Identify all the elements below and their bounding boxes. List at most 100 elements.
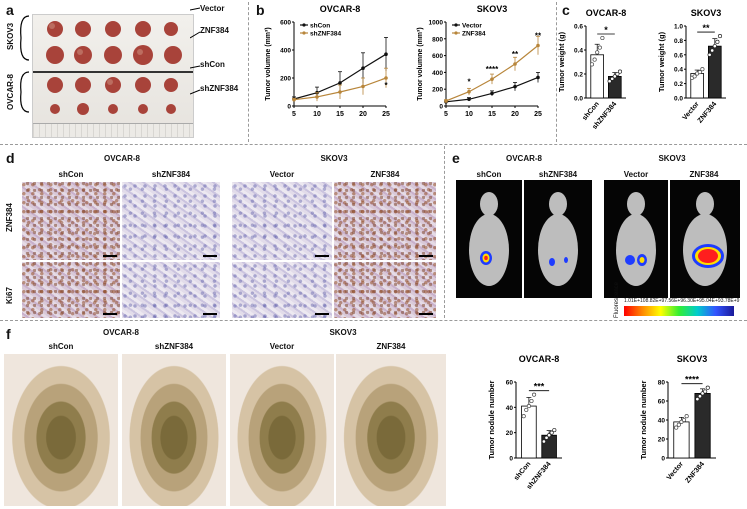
ihc-row-ki67: Ki67 (5, 287, 14, 304)
data-point (692, 74, 697, 79)
y-tick-label: 1.0 (674, 24, 683, 31)
ihc-col-znf384: ZNF384 (370, 170, 400, 179)
data-point (549, 430, 554, 435)
legend-marker (302, 31, 306, 35)
colorbar (624, 306, 734, 316)
y-tick-label: 0.6 (674, 52, 683, 59)
y-tick-label: 0.2 (674, 81, 683, 88)
data-point (612, 74, 617, 79)
chart-title: OVCAR-8 (320, 4, 361, 14)
data-point (536, 75, 540, 80)
x-tick-label: 15 (488, 111, 496, 118)
y-tick-label: 0.4 (574, 48, 583, 55)
ivis-title-skov3: SKOV3 (658, 154, 686, 163)
significance-mark: **** (685, 375, 700, 385)
x-tick-label: 15 (336, 111, 344, 118)
y-tick-label: 1000 (429, 20, 444, 27)
panel-f-label: f (6, 326, 11, 342)
anat-title-ovcar8: OVCAR-8 (102, 328, 139, 337)
data-point (292, 97, 296, 102)
panel-a-label: a (6, 2, 14, 18)
chart-title: SKOV3 (677, 354, 708, 364)
x-tick-label: ZNF384 (697, 101, 719, 125)
significance-mark: * (604, 25, 608, 35)
y-tick-label: 400 (280, 48, 291, 55)
ihc-col-shznf384: shZNF384 (151, 170, 191, 179)
data-point (674, 425, 679, 430)
group-label-skov3: SKOV3 (6, 22, 15, 50)
bar (694, 393, 711, 459)
ruler (33, 123, 193, 137)
ivis-col-shcon: shCon (476, 170, 502, 179)
ihc-col-vector: Vector (269, 170, 295, 179)
significance-mark: * (384, 81, 388, 90)
ihc-image (22, 182, 120, 260)
colorbar-tick: 1.01E+10 (624, 298, 646, 304)
data-point (710, 48, 715, 53)
significance-mark: ** (702, 23, 710, 33)
anat-col-vector: Vector (269, 342, 295, 351)
ihc-col-shcon: shCon (58, 170, 84, 179)
data-point (697, 394, 703, 399)
scale-bar (103, 313, 117, 315)
y-tick-label: 800 (432, 36, 443, 43)
x-tick-label: shCon (513, 461, 532, 482)
data-point (615, 71, 620, 77)
ivis-col-shznf384: shZNF384 (538, 170, 578, 179)
scale-bar (103, 255, 117, 257)
data-point (384, 52, 388, 56)
data-point (529, 398, 534, 404)
y-axis-label: Tumor nodule number (639, 380, 648, 459)
x-tick-label: ZNF384 (684, 461, 706, 485)
data-point (592, 57, 597, 62)
y-tick-label: 200 (432, 87, 443, 94)
y-axis-label: Tumor volumne (mm³) (265, 27, 272, 100)
legend-label: Vector (462, 23, 482, 30)
colorbar-tick: 3.78E+9 (720, 298, 740, 304)
x-tick-label: 20 (359, 111, 367, 118)
data-point (467, 89, 471, 94)
y-tick-label: 0 (439, 104, 443, 111)
data-point (490, 91, 494, 96)
y-tick-label: 20 (506, 430, 514, 437)
colorbar-tick: 7.56E+9 (664, 298, 684, 304)
tumor-grid (46, 21, 182, 115)
ihc-image (334, 262, 436, 318)
data-point (544, 435, 549, 440)
data-point (547, 433, 552, 438)
y-tick-label: 600 (432, 53, 443, 60)
panel-d-label: d (6, 150, 15, 166)
group-label-ovcar8: OVCAR-8 (6, 73, 15, 110)
data-point (361, 66, 365, 70)
data-point (532, 392, 537, 397)
x-tick-label: 25 (382, 111, 390, 118)
ihc-title-ovcar8: OVCAR-8 (103, 154, 140, 163)
data-point (676, 422, 681, 427)
data-point (697, 70, 702, 75)
y-tick-label: 40 (658, 418, 666, 425)
data-point (700, 67, 705, 72)
data-point (526, 404, 531, 409)
y-tick-label: 20 (658, 437, 666, 444)
y-tick-label: 0.6 (574, 24, 583, 31)
ihc-title-skov3: SKOV3 (320, 154, 348, 163)
data-point (695, 397, 700, 402)
anatomy-photo (336, 354, 446, 506)
panel-e-label: e (452, 150, 460, 166)
colorbar-tick: 6.30E+9 (683, 298, 702, 304)
scale-bar (203, 313, 217, 315)
y-axis-label: Tumor weight (g) (558, 31, 566, 92)
ivis-col-znf384: ZNF384 (689, 170, 719, 179)
legend-marker (302, 23, 306, 27)
data-point (467, 97, 471, 102)
separator-bc (556, 2, 557, 142)
scale-bar (315, 313, 329, 315)
data-point (597, 45, 602, 50)
y-tick-label: 60 (506, 380, 514, 387)
ihc-image (22, 262, 120, 318)
legend-label: ZNF384 (462, 31, 486, 38)
y-tick-label: 0.2 (574, 72, 583, 79)
data-point (338, 90, 342, 94)
bar (590, 54, 604, 99)
